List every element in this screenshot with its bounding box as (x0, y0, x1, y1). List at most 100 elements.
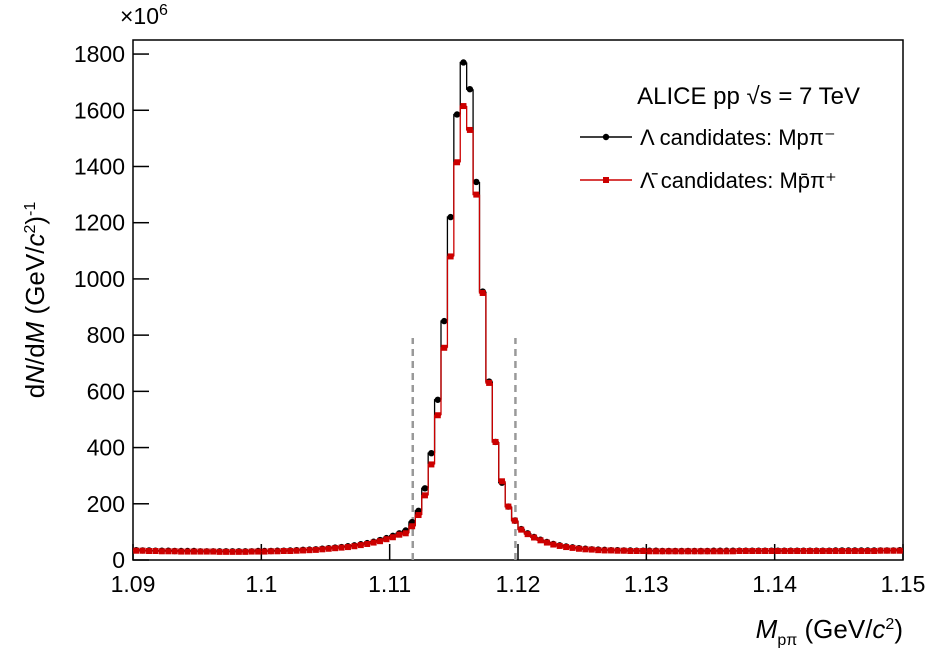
legend-marker (602, 133, 610, 141)
x-tick-label: 1.12 (496, 571, 541, 597)
histogram-step (498, 441, 506, 484)
x-tick-label: 1.11 (368, 571, 411, 597)
histogram-step (427, 463, 435, 496)
marker (473, 191, 480, 198)
y-tick-label: 0 (112, 547, 125, 573)
histogram-step (491, 382, 499, 443)
label-part: N (20, 365, 50, 384)
marker (377, 538, 384, 545)
histogram-step (485, 292, 493, 384)
marker (768, 548, 775, 555)
marker (434, 396, 441, 403)
histogram-step (446, 255, 454, 348)
y-axis-label: dN/dM (GeV/c2)-1 (20, 202, 50, 399)
marker (152, 548, 159, 555)
marker (678, 548, 685, 555)
marker (242, 548, 249, 555)
annotation: ALICE pp √s = 7 TeV (637, 83, 860, 110)
histogram-step (453, 113, 461, 218)
marker (537, 537, 544, 544)
marker (300, 547, 307, 554)
marker (165, 548, 172, 555)
marker (665, 548, 672, 555)
marker (563, 544, 570, 551)
marker (235, 548, 242, 555)
histogram-step (466, 106, 474, 131)
multiplier-base: ×10 (120, 3, 159, 29)
marker (332, 545, 339, 552)
marker (479, 289, 486, 296)
marker (447, 253, 454, 260)
marker (871, 548, 878, 555)
x-tick-label: 1.13 (624, 571, 669, 597)
histogram-step (433, 399, 441, 454)
marker (858, 548, 865, 555)
marker (184, 548, 191, 555)
marker (890, 547, 897, 554)
marker (441, 344, 448, 351)
label-part: /d (20, 343, 50, 365)
label-part: (GeV/ (20, 246, 50, 322)
marker (190, 548, 197, 555)
marker (171, 548, 178, 555)
marker (466, 126, 473, 133)
marker (588, 546, 595, 553)
marker (216, 548, 223, 555)
marker (595, 547, 602, 554)
histogram-step (498, 441, 506, 482)
marker (447, 213, 454, 221)
label-part: 2 (885, 616, 894, 633)
marker (518, 526, 525, 533)
marker (498, 478, 505, 485)
marker (762, 548, 769, 555)
marker (421, 485, 429, 492)
label-part: ) (894, 614, 903, 644)
marker (845, 548, 852, 555)
marker (344, 544, 351, 551)
marker (883, 547, 890, 554)
marker (267, 548, 274, 555)
marker (543, 539, 550, 546)
label-part: 2 (22, 225, 39, 234)
label-part: (GeV/ (797, 614, 873, 644)
marker (659, 548, 666, 555)
histogram-step (504, 482, 512, 508)
marker (357, 542, 364, 549)
marker (319, 546, 326, 553)
marker (749, 548, 756, 555)
marker (158, 548, 165, 555)
label-part: M (756, 614, 778, 644)
marker (723, 548, 730, 555)
label-part: pπ (777, 632, 797, 648)
legend-label: Λ̄ candidates: Mp̄π⁺ (640, 168, 837, 193)
marker (370, 539, 377, 546)
label-part: -1 (22, 202, 39, 216)
x-tick-label: 1.15 (881, 571, 926, 597)
marker (800, 548, 807, 555)
histogram-step (478, 181, 486, 293)
x-tick-label: 1.1 (245, 571, 277, 597)
histogram-step (485, 291, 493, 383)
y-tick-label: 1200 (74, 210, 125, 236)
x-tick-label: 1.14 (752, 571, 797, 597)
marker (710, 548, 717, 555)
marker (460, 59, 467, 66)
marker (877, 547, 884, 554)
marker (608, 547, 615, 554)
marker (402, 530, 409, 537)
marker (466, 85, 474, 93)
marker (781, 548, 788, 555)
marker (223, 548, 230, 555)
y-tick-label: 1600 (74, 97, 125, 123)
y-tick-label: 1400 (74, 153, 125, 179)
y-tick-label: 800 (87, 322, 125, 348)
x-tick-label: 1.09 (111, 571, 156, 597)
marker (338, 544, 345, 551)
label-part: c (872, 614, 885, 644)
marker (434, 412, 441, 419)
marker (652, 548, 659, 555)
histogram-step (491, 381, 499, 443)
legend-marker (603, 177, 609, 183)
marker (492, 438, 499, 445)
marker (255, 548, 262, 555)
